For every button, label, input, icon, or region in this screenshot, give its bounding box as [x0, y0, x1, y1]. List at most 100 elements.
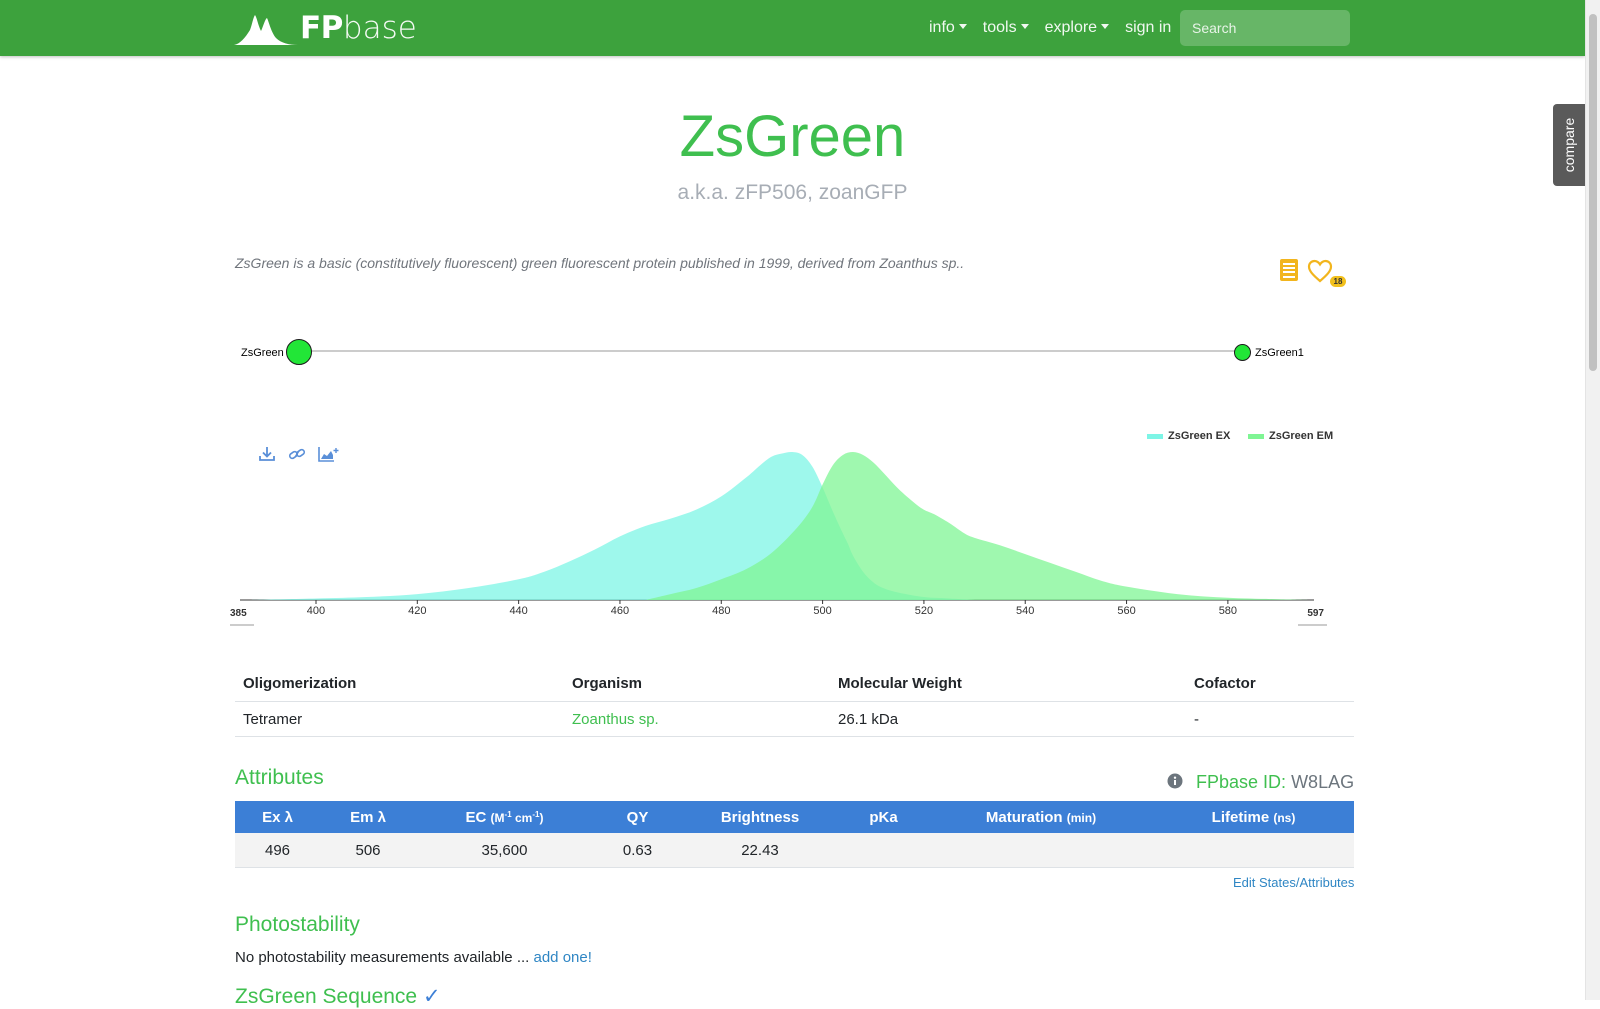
x-tick-label: 440 — [509, 605, 527, 617]
legend-swatch — [1248, 434, 1264, 439]
nav-sign-in[interactable]: sign in — [1117, 19, 1179, 37]
caret-down-icon — [1101, 24, 1110, 29]
x-range-min-label: 385 — [230, 608, 247, 619]
attributes-table: Ex λ Em λ EC (M-1 cm-1) QY Brightness pK… — [235, 801, 1354, 868]
header-oligomerization: Oligomerization — [243, 674, 357, 692]
header-maturation: Maturation (min) — [929, 801, 1153, 833]
molecular-weight-value: 26.1 kDa — [830, 701, 1186, 737]
lifetime-label: Lifetime — [1211, 808, 1270, 826]
qy-value: 0.63 — [593, 833, 682, 868]
lineage-tree — [230, 330, 1360, 370]
lifetime-value — [1153, 833, 1354, 868]
nav-sign-in-label: sign in — [1125, 19, 1172, 36]
navbar: FP base info tools explore sign in — [0, 0, 1585, 56]
lifetime-unit: (ns) — [1273, 810, 1296, 825]
pka-value — [838, 833, 929, 868]
fpbase-id: FPbase ID: W8LAG — [1196, 772, 1354, 793]
info-icon[interactable] — [1167, 773, 1183, 789]
scrollbar-thumb[interactable] — [1589, 14, 1597, 371]
fpbase-id-label: FPbase ID: — [1196, 772, 1287, 792]
nav-links: info tools explore sign in — [921, 0, 1179, 56]
page-scrollbar[interactable] — [1585, 0, 1600, 1000]
caret-down-icon — [958, 24, 967, 29]
chart-toolbar — [258, 446, 340, 462]
book-icon[interactable] — [1279, 258, 1299, 282]
photostability-heading: Photostability — [235, 913, 360, 936]
organism-link[interactable]: Zoanthus sp. — [564, 701, 830, 737]
nav-info[interactable]: info — [921, 19, 975, 37]
photostability-message: No photostability measurements available… — [235, 949, 530, 966]
photostability-text: No photostability measurements available… — [235, 949, 592, 966]
ex-value: 496 — [235, 833, 320, 868]
cofactor-value: - — [1186, 701, 1354, 737]
x-tick-label: 520 — [915, 605, 933, 617]
brand-base: base — [342, 10, 417, 46]
header-ec: EC (M-1 cm-1) — [416, 801, 593, 833]
legend-label: ZsGreen EM — [1269, 430, 1333, 442]
ec-unit: (M-1 cm-1) — [490, 809, 544, 825]
header-ex: Ex λ — [235, 801, 320, 833]
x-tick-label: 400 — [307, 605, 325, 617]
maturation-unit: (min) — [1066, 810, 1097, 825]
download-icon[interactable] — [258, 446, 276, 462]
nav-info-label: info — [929, 19, 955, 36]
x-tick-label: 560 — [1117, 605, 1135, 617]
brand-fp: FP — [300, 10, 343, 46]
oligomerization-value: Tetramer — [235, 701, 564, 737]
header-qy: QY — [593, 801, 682, 833]
fpbase-id-value: W8LAG — [1291, 772, 1355, 792]
nav-explore[interactable]: explore — [1037, 19, 1117, 37]
spectrum-area-em — [645, 452, 1309, 600]
caret-down-icon — [1020, 24, 1029, 29]
maturation-value — [929, 833, 1153, 868]
header-molecular-weight: Molecular Weight — [838, 674, 962, 692]
check-icon: ✓ — [422, 985, 441, 1008]
add-spectrum-icon[interactable] — [318, 446, 340, 462]
favorites-count-badge: 18 — [1330, 276, 1346, 287]
x-tick-label: 580 — [1219, 605, 1237, 617]
x-tick-label: 420 — [408, 605, 426, 617]
lineage-node-child[interactable] — [1234, 344, 1251, 361]
lineage-parent-label: ZsGreen — [241, 347, 284, 359]
x-tick-label: 480 — [712, 605, 730, 617]
header-pka: pKa — [838, 801, 929, 833]
protein-description: ZsGreen is a basic (constitutively fluor… — [235, 255, 965, 271]
edit-states-link[interactable]: Edit States/Attributes — [1233, 875, 1355, 890]
spectra-logo-icon — [234, 15, 298, 45]
header-organism: Organism — [572, 674, 643, 692]
aka-subtitle: a.k.a. zFP506, zoanGFP — [677, 181, 908, 204]
sequence-heading-label: ZsGreen Sequence — [235, 985, 418, 1008]
header-cofactor: Cofactor — [1194, 674, 1256, 692]
x-tick-label: 500 — [813, 605, 831, 617]
em-value: 506 — [320, 833, 416, 868]
search-input[interactable] — [1180, 10, 1350, 46]
link-icon[interactable] — [288, 446, 306, 462]
nav-tools[interactable]: tools — [975, 19, 1037, 37]
heart-icon[interactable] — [1307, 259, 1333, 283]
x-tick-label: 460 — [611, 605, 629, 617]
lineage-child-label[interactable]: ZsGreen1 — [1255, 347, 1304, 359]
basic-properties-table: Oligomerization Organism Molecular Weigh… — [235, 665, 1354, 737]
brightness-value: 22.43 — [682, 833, 838, 868]
sequence-heading: ZsGreen Sequence ✓ — [235, 984, 441, 1009]
lineage-link — [300, 350, 1240, 352]
x-tick-label: 540 — [1016, 605, 1034, 617]
header-em: Em λ — [320, 801, 416, 833]
fpbase-logo[interactable]: FP base — [234, 10, 417, 46]
page-title: ZsGreen — [679, 104, 906, 169]
legend-label: ZsGreen EX — [1168, 430, 1231, 442]
x-range-max-label: 597 — [1307, 608, 1324, 619]
ec-label: EC — [465, 808, 487, 826]
compare-tab[interactable]: compare — [1553, 104, 1585, 186]
ec-value: 35,600 — [416, 833, 593, 868]
legend-swatch — [1147, 434, 1163, 439]
nav-explore-label: explore — [1044, 19, 1098, 36]
header-brightness: Brightness — [682, 801, 838, 833]
add-photostability-link[interactable]: add one! — [533, 949, 592, 966]
lineage-node-parent[interactable] — [286, 339, 312, 365]
nav-tools-label: tools — [982, 19, 1017, 36]
maturation-label: Maturation — [985, 808, 1063, 826]
header-lifetime: Lifetime (ns) — [1153, 801, 1354, 833]
spectra-chart: 400 420 440 460 480 500 520 540 560 580 385 597 ZsGr… — [230, 430, 1333, 626]
attributes-heading: Attributes — [235, 766, 324, 789]
